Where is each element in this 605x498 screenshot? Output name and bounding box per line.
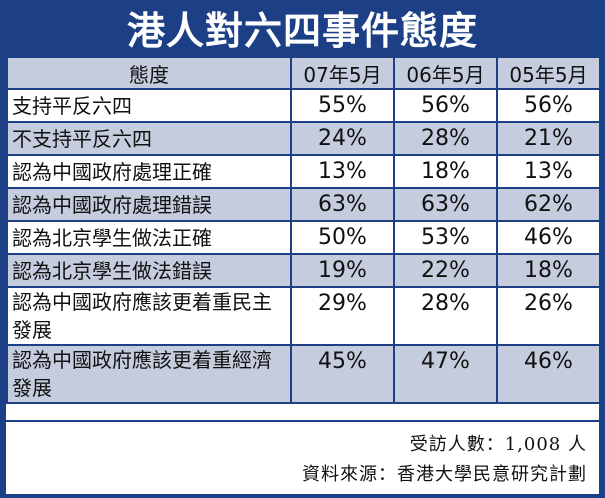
row-label: 不支持平反六四	[6, 121, 292, 156]
value-cell: 45%	[290, 344, 395, 404]
value-cell: 56%	[496, 88, 601, 123]
value-cell: 28%	[393, 286, 498, 346]
row-label: 認為中國政府應該更着重民主發展	[6, 286, 292, 346]
value-cell: 50%	[290, 220, 395, 255]
header-cell-attitude: 態度	[6, 56, 292, 90]
value-cell: 29%	[290, 286, 395, 346]
value-cell: 53%	[393, 220, 498, 255]
row-label: 認為中國政府處理正確	[6, 154, 292, 189]
table-row: 認為中國政府處理錯誤 63% 63% 62%	[6, 187, 601, 222]
table-row: 認為北京學生做法正確 50% 53% 46%	[6, 220, 601, 255]
table-row: 認為北京學生做法錯誤 19% 22% 18%	[6, 253, 601, 288]
value-cell: 63%	[393, 187, 498, 222]
row-label: 認為北京學生做法錯誤	[6, 253, 292, 288]
row-label: 認為中國政府處理錯誤	[6, 187, 292, 222]
value-cell: 55%	[290, 88, 395, 123]
value-cell: 24%	[290, 121, 395, 156]
header-cell-2006-may: 06年5月	[393, 56, 498, 90]
table-row: 不支持平反六四 24% 28% 21%	[6, 121, 601, 156]
data-table: 態度 07年5月 06年5月 05年5月 支持平反六四 55% 56% 56% …	[6, 56, 601, 404]
chart-title: 港人對六四事件態度	[6, 6, 599, 56]
header-cell-2005-may: 05年5月	[496, 56, 601, 90]
row-label: 認為中國政府應該更着重經濟發展	[6, 344, 292, 404]
table-row: 支持平反六四 55% 56% 56%	[6, 88, 601, 123]
value-cell: 18%	[496, 253, 601, 288]
sample-size-note: 受訪人數：1,008 人	[409, 434, 587, 455]
table-row: 認為中國政府應該更着重民主發展 29% 28% 26%	[6, 286, 601, 346]
header-row: 態度 07年5月 06年5月 05年5月	[6, 56, 601, 90]
value-cell: 13%	[496, 154, 601, 189]
table-row: 認為中國政府應該更着重經濟發展 45% 47% 46%	[6, 344, 601, 404]
value-cell: 62%	[496, 187, 601, 222]
value-cell: 46%	[496, 220, 601, 255]
value-cell: 21%	[496, 121, 601, 156]
value-cell: 63%	[290, 187, 395, 222]
value-cell: 26%	[496, 286, 601, 346]
header-cell-2007-may: 07年5月	[290, 56, 395, 90]
row-label: 認為北京學生做法正確	[6, 220, 292, 255]
row-label: 支持平反六四	[6, 88, 292, 123]
value-cell: 22%	[393, 253, 498, 288]
source-note: 資料來源：香港大學民意研究計劃	[302, 464, 587, 485]
value-cell: 18%	[393, 154, 498, 189]
value-cell: 13%	[290, 154, 395, 189]
value-cell: 56%	[393, 88, 498, 123]
value-cell: 47%	[393, 344, 498, 404]
table-row: 認為中國政府處理正確 13% 18% 13%	[6, 154, 601, 189]
footer: 受訪人數：1,008 人 資料來源：香港大學民意研究計劃	[6, 420, 599, 494]
value-cell: 46%	[496, 344, 601, 404]
value-cell: 19%	[290, 253, 395, 288]
value-cell: 28%	[393, 121, 498, 156]
